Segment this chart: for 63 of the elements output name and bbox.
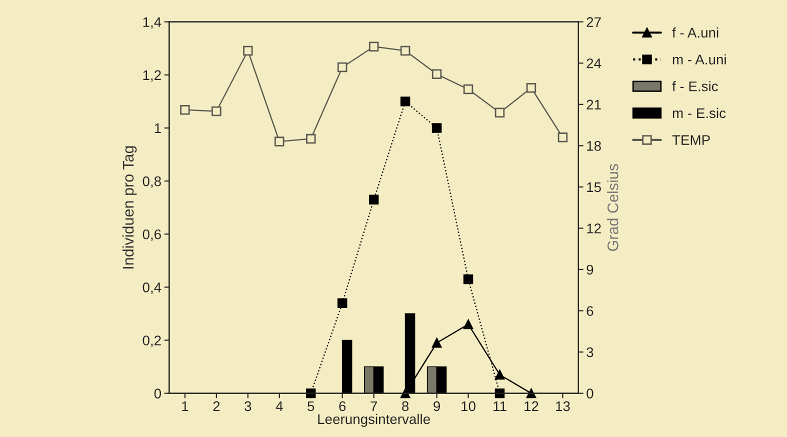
point	[432, 123, 442, 133]
y-tick-label: 0,8	[142, 176, 161, 188]
point	[494, 108, 505, 118]
point	[180, 105, 190, 115]
point	[337, 298, 348, 308]
point	[306, 134, 316, 144]
y-tick-label: 0,6	[142, 229, 161, 241]
point	[463, 84, 474, 94]
legend-label: m - A.uni	[672, 54, 726, 64]
y-tick-label: 1,2	[143, 70, 161, 82]
x-tick-label: 7	[370, 401, 377, 412]
point	[368, 194, 379, 204]
y2-tick-label: 3	[586, 347, 594, 358]
y-tick-label: 0,4	[142, 282, 162, 294]
y2-tick-label: 18	[587, 141, 601, 151]
y2-tick-label: 6	[586, 306, 594, 316]
point	[463, 319, 474, 330]
point	[432, 69, 442, 79]
legend-label: TEMP	[672, 135, 710, 145]
x-tick-label: 12	[524, 401, 538, 412]
y-tick-label: 1,4	[143, 17, 162, 29]
point	[526, 83, 536, 93]
y2-tick-label: 12	[587, 224, 601, 234]
y-tick-label: 0,2	[142, 336, 161, 348]
y-tick-label: 1	[154, 123, 161, 134]
y2-tick-label: 27	[586, 17, 601, 27]
point	[337, 62, 348, 72]
x-tick-label: 11	[494, 401, 506, 412]
point	[526, 388, 536, 398]
point	[400, 388, 410, 398]
y2-tick-label: 15	[587, 182, 601, 192]
point	[400, 46, 410, 56]
x-tick-label: 1	[182, 401, 188, 412]
x-tick-label: 9	[434, 401, 440, 412]
x-tick-label: 4	[276, 401, 283, 412]
y2-tick-label: 24	[586, 58, 602, 68]
point	[400, 96, 410, 106]
y-tick-label: 0	[154, 388, 162, 398]
x-axis-title: Leerungsintervalle	[318, 414, 430, 427]
y2-tick-label: 21	[586, 100, 601, 110]
bar	[342, 340, 352, 394]
legend-label: m - E.sic	[672, 108, 726, 118]
point	[368, 42, 379, 52]
x-tick-label: 6	[339, 401, 346, 412]
point	[494, 370, 505, 380]
point	[212, 106, 222, 116]
point	[274, 136, 284, 146]
x-tick-label: 5	[308, 401, 314, 412]
x-tick-label: 3	[244, 401, 252, 412]
y2-tick-label: 0	[586, 388, 594, 398]
x-tick-label: 8	[402, 401, 409, 412]
y-axis-title: Individuen pro Tag	[122, 146, 137, 268]
y2-axis-title: Grad Celsius	[607, 164, 618, 251]
legend-label: f - E.sic	[672, 81, 718, 92]
point	[243, 46, 253, 56]
y2-tick-label: 9	[586, 264, 594, 275]
x-tick-label: 13	[556, 401, 570, 412]
point	[463, 274, 474, 284]
point	[432, 338, 442, 348]
point	[558, 132, 568, 142]
x-tick-label: 2	[213, 401, 220, 412]
legend-label: f - A.uni	[672, 27, 718, 38]
x-tick-label: 10	[462, 401, 476, 412]
